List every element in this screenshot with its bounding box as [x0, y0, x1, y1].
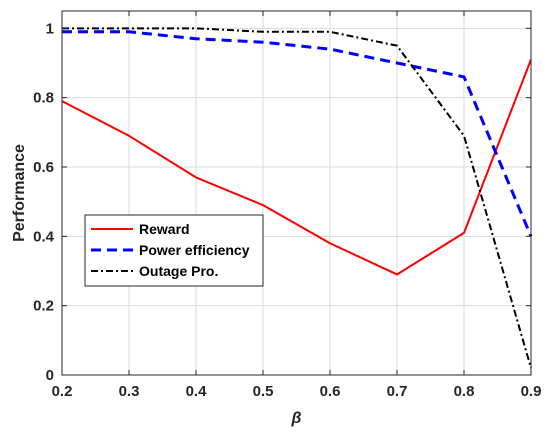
x-tick-label: 0.4: [186, 383, 208, 400]
y-axis-label: Performance: [11, 144, 28, 242]
x-tick-label: 0.7: [387, 383, 408, 400]
plot-frame: [61, 10, 532, 376]
y-tick-label: 0.8: [33, 90, 54, 107]
series-lines: [61, 27, 533, 369]
x-axis-label: β: [291, 410, 302, 427]
ticks: 0.2 0.3 0.4 0.5 0.6 0.7 0.8 0.900.20.40.60.81: [33, 11, 541, 400]
series-line-power-efficiency: [62, 30, 533, 237]
legend-entry-label: Power efficiency: [139, 242, 250, 258]
grid: [61, 11, 532, 376]
legend-entry-label: Outage Pro.: [139, 263, 218, 279]
x-tick-label: 0.5: [253, 383, 274, 400]
x-tick-label: 0.3: [119, 383, 140, 400]
series-line-outage-pro: [62, 27, 532, 369]
legend: Reward Power efficiency Outage Pro.: [84, 214, 264, 287]
y-tick-label: 1: [46, 20, 54, 37]
y-tick-label: 0.2: [33, 298, 54, 315]
y-tick-label: 0: [46, 367, 54, 384]
y-tick-label: 0.6: [33, 159, 54, 176]
x-tick-label: 0.6: [320, 383, 341, 400]
x-tick-label: 0.9: [521, 383, 542, 400]
legend-entry-label: Reward: [139, 221, 190, 237]
series-line-reward: [61, 59, 532, 276]
x-tick-label: 0.2: [52, 383, 73, 400]
y-tick-label: 0.4: [33, 228, 55, 245]
x-tick-label: 0.8: [454, 383, 475, 400]
